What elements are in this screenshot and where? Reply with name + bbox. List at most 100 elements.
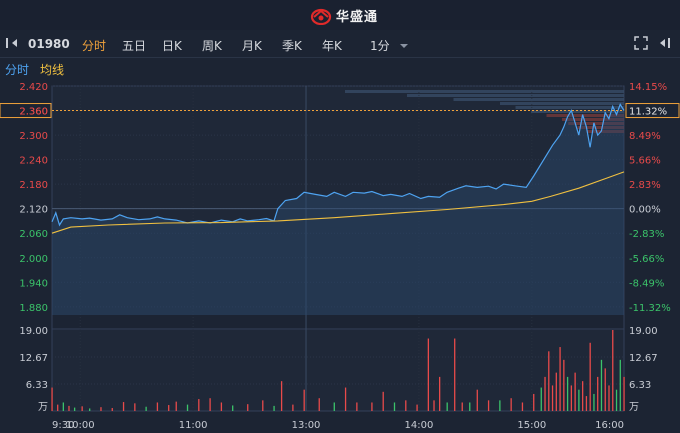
order-book-bar xyxy=(515,106,624,109)
volume-bar xyxy=(262,400,264,411)
volume-unit-label: 万 xyxy=(38,402,48,413)
tab-intraday[interactable]: 分时 xyxy=(82,39,107,53)
time-tick-label: 10:00 xyxy=(66,420,95,431)
volume-bar xyxy=(487,400,490,411)
volume-bar xyxy=(220,402,223,411)
percent-tick-label: -2.83% xyxy=(629,229,664,240)
volume-bar xyxy=(548,351,550,411)
time-tick-label: 13:00 xyxy=(292,420,321,431)
volume-bar xyxy=(604,368,606,411)
volume-bar xyxy=(427,338,430,411)
volume-bar xyxy=(145,406,147,411)
price-tick-label: 1.940 xyxy=(19,278,48,289)
order-book-bar xyxy=(586,130,624,133)
volume-bar xyxy=(122,402,125,411)
volume-bar xyxy=(318,398,320,411)
tab-five-day[interactable]: 五日 xyxy=(122,39,147,53)
volume-bar xyxy=(574,372,576,411)
tab-daily-k[interactable]: 日K xyxy=(162,39,182,53)
percent-tick-label: 14.15% xyxy=(629,82,667,93)
tab-monthly-k[interactable]: 月K xyxy=(242,39,262,53)
volume-tick-label-right: 12.67 xyxy=(629,353,658,364)
fullscreen-icon[interactable] xyxy=(634,36,648,53)
tab-yearly-k[interactable]: 年K xyxy=(322,39,342,53)
volume-bar xyxy=(589,342,591,411)
volume-tick-label: 12.67 xyxy=(19,353,48,364)
volume-bar xyxy=(499,400,501,411)
volume-bar xyxy=(232,405,234,411)
price-tick-label: 1.880 xyxy=(19,303,48,314)
volume-bar xyxy=(521,402,524,411)
time-tick-label: 14:00 xyxy=(404,420,433,431)
volume-bar xyxy=(476,389,478,411)
time-tick-label: 16:00 xyxy=(595,420,624,431)
legend-price: 分时 xyxy=(5,63,30,77)
volume-bar xyxy=(563,359,565,411)
volume-tick-label-right: 6.33 xyxy=(629,380,651,391)
price-tick-label: 2.240 xyxy=(19,156,48,167)
volume-bar xyxy=(433,400,435,411)
percent-tick-label: 8.49% xyxy=(629,131,661,142)
order-book-bar xyxy=(453,98,624,101)
volume-unit-label-right: 万 xyxy=(629,402,639,413)
tab-weekly-k[interactable]: 周K xyxy=(202,39,222,53)
volume-bar xyxy=(608,385,610,411)
average-line xyxy=(51,171,625,234)
stock-code: 01980 xyxy=(28,37,70,51)
chart-toolbar: 01980 分时 五日 日K 周K 月K 季K 年K 1分 xyxy=(0,33,680,58)
volume-tick-label-right: 19.00 xyxy=(629,326,658,337)
volume-bar xyxy=(156,402,159,411)
volume-bar xyxy=(597,376,599,411)
volume-bar xyxy=(405,400,407,411)
volume-bar xyxy=(393,402,396,411)
volume-bar xyxy=(600,359,603,411)
collapse-panel-icon[interactable] xyxy=(656,36,672,53)
order-book-bar xyxy=(531,110,624,113)
time-tick-label: 11:00 xyxy=(179,420,208,431)
volume-bar xyxy=(615,389,618,411)
volume-bar xyxy=(273,405,275,411)
tab-quarterly-k[interactable]: 季K xyxy=(282,39,302,53)
order-book-bar xyxy=(577,126,624,129)
current-percent-tag-box xyxy=(625,103,680,119)
volume-bar xyxy=(439,376,441,411)
current-price-tag: 2.360 xyxy=(19,107,48,118)
volume-bar xyxy=(100,407,102,411)
price-line xyxy=(51,103,625,227)
volume-bar xyxy=(382,391,384,411)
volume-bar xyxy=(570,385,573,411)
volume-bar xyxy=(585,396,588,411)
volume-bar xyxy=(168,405,170,411)
volume-bar xyxy=(292,404,294,411)
volume-bar xyxy=(533,393,535,411)
percent-tick-label: -8.49% xyxy=(629,278,664,289)
interval-value: 1分 xyxy=(370,39,390,53)
interval-select[interactable]: 1分 xyxy=(370,37,409,54)
order-book-bar xyxy=(345,90,624,93)
volume-bar xyxy=(73,407,76,411)
volume-bar xyxy=(186,404,189,411)
volume-bar xyxy=(280,381,283,411)
price-tick-label: 2.120 xyxy=(19,205,48,216)
percent-tick-label: 5.66% xyxy=(629,156,661,167)
volume-bar xyxy=(555,372,557,411)
order-book-bar xyxy=(546,114,624,117)
price-tick-label: 2.000 xyxy=(19,254,48,265)
price-panel xyxy=(52,86,624,315)
percent-tick-label: -11.32% xyxy=(629,303,671,314)
app-header: 华盛通 xyxy=(0,0,680,30)
volume-bar xyxy=(544,376,546,411)
volume-bar xyxy=(209,398,211,411)
volume-bar xyxy=(51,387,53,411)
volume-bar xyxy=(540,387,542,411)
volume-bar xyxy=(134,403,136,411)
volume-bar xyxy=(566,376,569,411)
volume-panel xyxy=(52,330,624,411)
volume-bar xyxy=(582,381,584,411)
price-tick-label: 2.060 xyxy=(19,229,48,240)
order-book-bar xyxy=(500,102,624,105)
volume-bar xyxy=(578,389,580,411)
toggle-sidebar-icon[interactable] xyxy=(5,36,21,53)
chart-legend: 分时 均线 xyxy=(0,58,680,78)
